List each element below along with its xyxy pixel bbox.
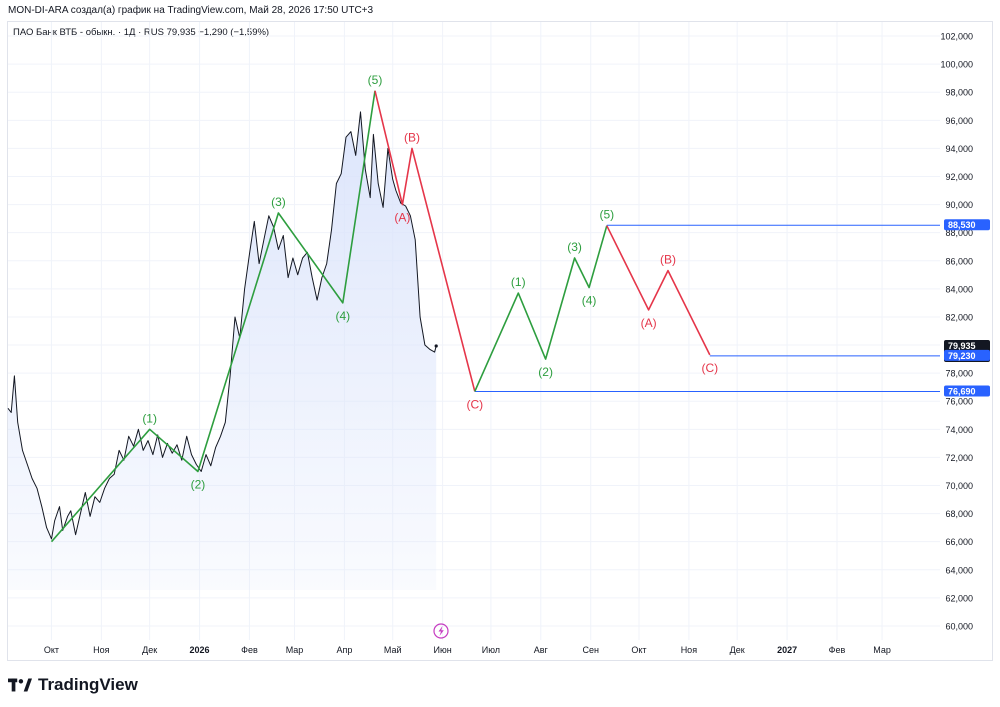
wave-label: (2): [191, 477, 206, 491]
x-tick-label: Сен: [582, 645, 599, 655]
wave-label: (3): [271, 195, 286, 209]
wave-label: (C): [466, 397, 483, 411]
y-tick-label: 78,000: [945, 369, 973, 379]
y-tick-label: 66,000: [945, 537, 973, 547]
lightning-icon[interactable]: [433, 623, 449, 639]
y-tick-label: 68,000: [945, 509, 973, 519]
legend-change: −1,290 (−1,59%): [198, 27, 270, 38]
elliott-wave-line[interactable]: [50, 90, 376, 543]
wave-label: (4): [582, 293, 597, 307]
y-tick-label: 76,000: [945, 397, 973, 407]
wave-label: (B): [404, 130, 420, 144]
y-tick-label: 72,000: [945, 453, 973, 463]
y-tick-label: 102,000: [940, 32, 973, 42]
wave-label: (5): [368, 73, 383, 87]
symbol-legend: ПАО Банк ВТБ - обыкн. · 1Д · RUS 79,935 …: [13, 27, 269, 38]
last-price-dot: [434, 344, 438, 348]
price-badge-label: 88,530: [948, 220, 976, 230]
x-tick-label: Мар: [286, 645, 304, 655]
wave-label: (A): [394, 211, 410, 225]
x-tick-label: Окт: [631, 645, 646, 655]
elliott-wave-line[interactable]: [374, 90, 476, 392]
wave-label: (A): [641, 316, 657, 330]
x-tick-label: Фев: [829, 645, 846, 655]
y-tick-label: 100,000: [940, 60, 973, 70]
price-badge: [944, 385, 990, 397]
y-tick-label: 70,000: [945, 481, 973, 491]
x-tick-label: Ноя: [681, 645, 698, 655]
y-tick-label: 92,000: [945, 172, 973, 182]
price-badge-label: 79,935: [948, 341, 976, 351]
y-tick-label: 90,000: [945, 200, 973, 210]
wave-label: (3): [567, 240, 582, 254]
y-tick-label: 96,000: [945, 116, 973, 126]
wave-label: (5): [599, 208, 614, 222]
x-tick-label: Фев: [241, 645, 258, 655]
x-tick-label: Авг: [534, 645, 549, 655]
x-tick-label: Июл: [482, 645, 500, 655]
x-tick-label: Мар: [873, 645, 891, 655]
y-tick-label: 98,000: [945, 88, 973, 98]
x-tick-label: 2026: [190, 645, 210, 655]
footer-brand: TradingView: [38, 675, 138, 694]
wave-label: (C): [701, 361, 718, 375]
legend-last-price: 79,935: [166, 27, 196, 38]
x-tick-label: Дек: [142, 645, 157, 655]
y-tick-label: 86,000: [945, 256, 973, 266]
price-badge-label: 79,230: [948, 351, 976, 361]
y-tick-label: 84,000: [945, 284, 973, 294]
tradingview-footer[interactable]: TradingView: [8, 675, 138, 695]
x-tick-label: Май: [384, 645, 402, 655]
chart-frame: [7, 21, 993, 661]
lightning-bolt-shape: [438, 626, 444, 636]
price-badge: [944, 349, 990, 361]
price-badge-label: 76,690: [948, 387, 976, 397]
wave-label: (1): [511, 275, 526, 289]
y-tick-label: 94,000: [945, 144, 973, 154]
y-tick-label: 88,000: [945, 228, 973, 238]
y-tick-label: 62,000: [945, 593, 973, 603]
tradingview-logo-icon: [8, 678, 32, 692]
x-tick-label: Июн: [434, 645, 452, 655]
legend-symbol: ПАО Банк ВТБ - обыкн. · 1Д · RUS: [13, 27, 164, 38]
y-tick-label: 82,000: [945, 312, 973, 322]
wave-label: (B): [660, 253, 676, 267]
chart-attribution: MON-DI-ARA создал(а) график на TradingVi…: [8, 5, 374, 16]
elliott-wave-line[interactable]: [474, 225, 608, 392]
x-tick-label: 2027: [777, 645, 797, 655]
x-tick-label: Ноя: [93, 645, 110, 655]
y-tick-label: 74,000: [945, 425, 973, 435]
wave-label: (2): [538, 365, 553, 379]
x-tick-label: Окт: [44, 645, 59, 655]
y-tick-label: 60,000: [945, 621, 973, 631]
wave-label: (1): [142, 411, 157, 425]
elliott-wave-line[interactable]: [606, 225, 711, 356]
x-tick-label: Дек: [730, 645, 745, 655]
y-tick-label: 64,000: [945, 565, 973, 575]
price-badge: [944, 219, 990, 231]
x-tick-label: Апр: [336, 645, 352, 655]
wave-label: (4): [335, 309, 350, 323]
